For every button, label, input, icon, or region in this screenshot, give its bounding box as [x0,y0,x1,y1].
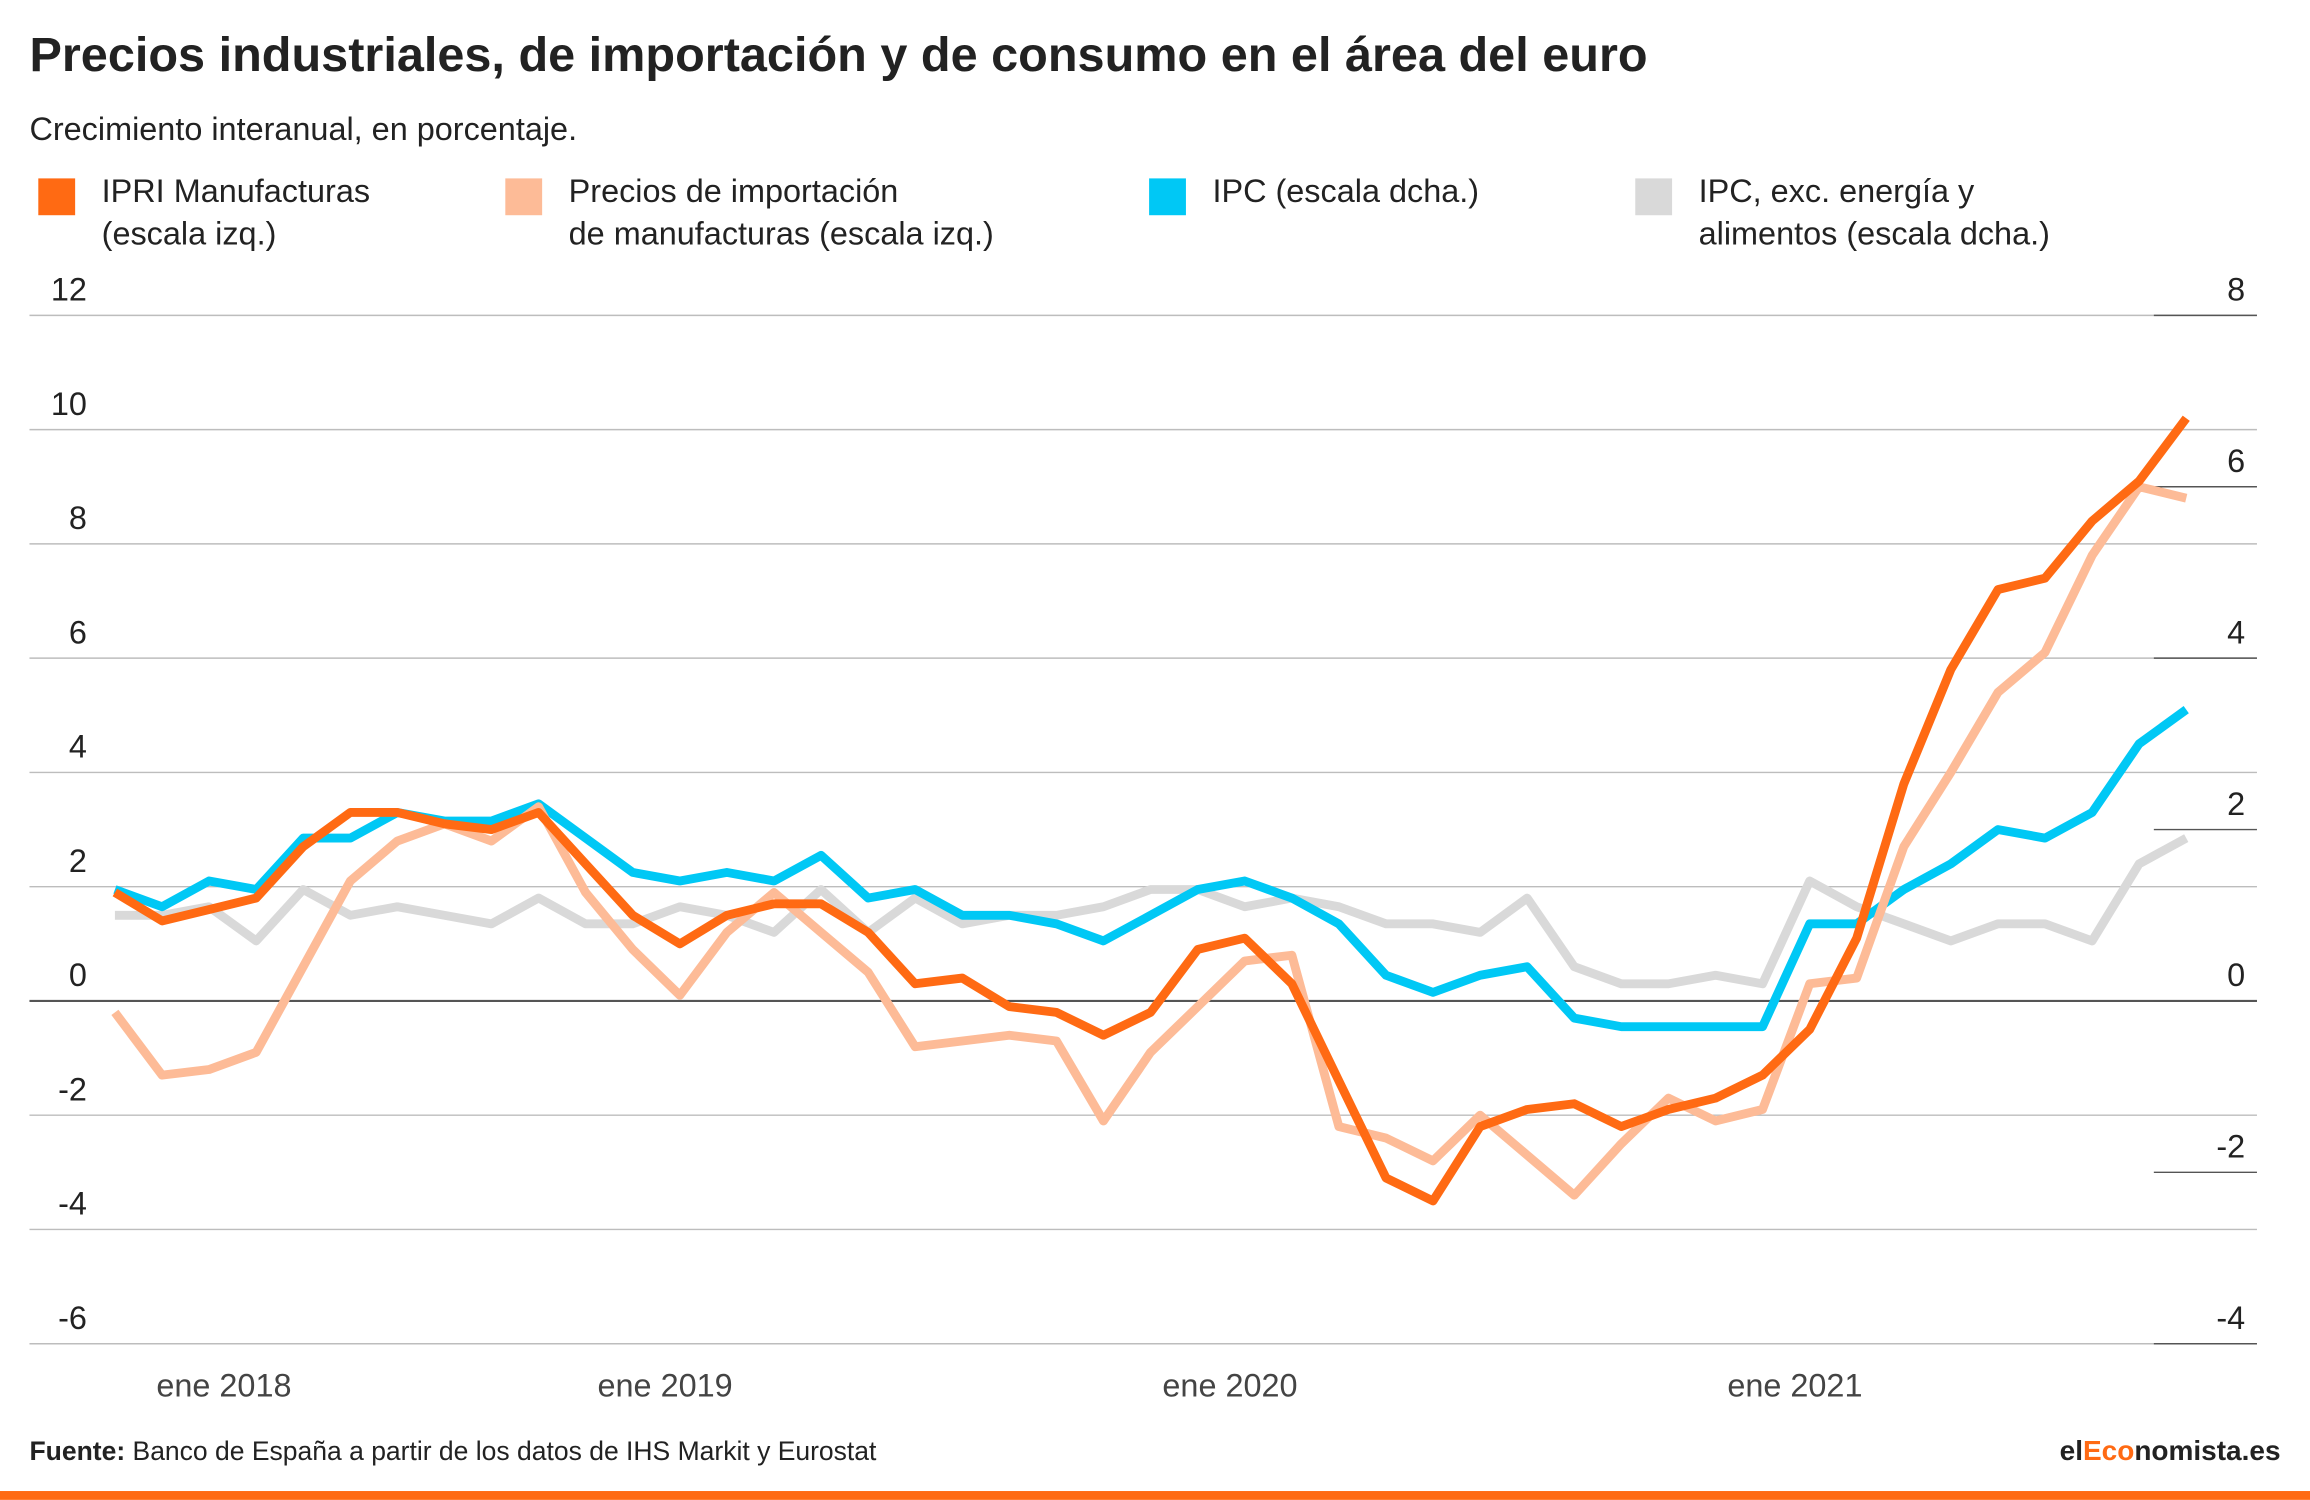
legend-swatch [1635,178,1673,216]
series-line [113,706,2189,1032]
y2-tick-label: -2 [2216,1129,2245,1165]
y2-tick-label: -4 [2216,1300,2245,1336]
legend-item: Precios de importación de manufacturas (… [568,172,994,253]
y2-tick-label: 0 [2227,957,2245,993]
legend: IPRI Manufacturas (escala izq.) Precios d… [38,172,2050,253]
y-tick-label: 2 [69,843,87,879]
legend-label: IPC, exc. energía y alimentos (escala dc… [1698,172,2050,253]
legend-swatch [505,178,543,216]
series-line [114,834,2189,989]
brand-part: el [2060,1435,2083,1466]
legend-item: IPRI Manufacturas (escala izq.) [101,172,371,253]
bottom-bar [0,1491,2310,1500]
chart-title: Precios industriales, de importación y d… [29,28,1647,82]
x-tick-label: ene 2021 [1727,1368,1862,1404]
legend-swatch [1149,178,1186,216]
legend-item: IPC (escala dcha.) [1212,172,1480,210]
series-line [111,482,2188,1200]
y-tick-label: 0 [69,957,87,993]
brand-part: nomista.es [2134,1435,2280,1466]
source-label: Fuente: [29,1436,125,1466]
y2-tick-label: 4 [2227,614,2245,650]
legend-label: Precios de importación de manufacturas (… [568,172,994,253]
series-line [112,415,2190,1206]
x-tick-label: ene 2019 [598,1368,733,1404]
y2-tick-label: 6 [2227,443,2245,479]
y-tick-label: 6 [69,614,87,650]
y2-tick-label: 2 [2227,786,2245,822]
legend-label: IPC (escala dcha.) [1212,172,1480,210]
brand: elEconomista.es [2060,1435,2281,1466]
x-tick-label: ene 2018 [156,1368,291,1404]
y-tick-label: 12 [51,272,87,308]
legend-swatch [38,178,76,216]
grid: -6 -4 -2 0 2 4 6 8 10 12 -4 -2 0 2 4 6 8 ene 2018 ene 2019… [29,272,2257,1404]
y-tick-label: -6 [58,1300,87,1336]
y-tick-label: -2 [58,1071,87,1107]
x-tick-label: ene 2020 [1162,1368,1297,1404]
y-tick-label: 4 [69,729,87,765]
legend-item: IPC, exc. energía y alimentos (escala dc… [1698,172,2050,253]
legend-label: IPRI Manufacturas (escala izq.) [101,172,371,253]
y-tick-label: 8 [69,500,87,536]
lines [111,415,2190,1206]
source-text: Banco de España a partir de los datos de… [133,1436,878,1466]
source: Fuente: Banco de España a partir de los … [29,1436,877,1466]
y-tick-label: -4 [58,1186,87,1222]
chart-subtitle: Crecimiento interanual, en porcentaje. [29,111,577,147]
y2-tick-label: 8 [2227,272,2245,308]
brand-part: Eco [2083,1435,2134,1466]
y-tick-label: 10 [51,386,87,422]
